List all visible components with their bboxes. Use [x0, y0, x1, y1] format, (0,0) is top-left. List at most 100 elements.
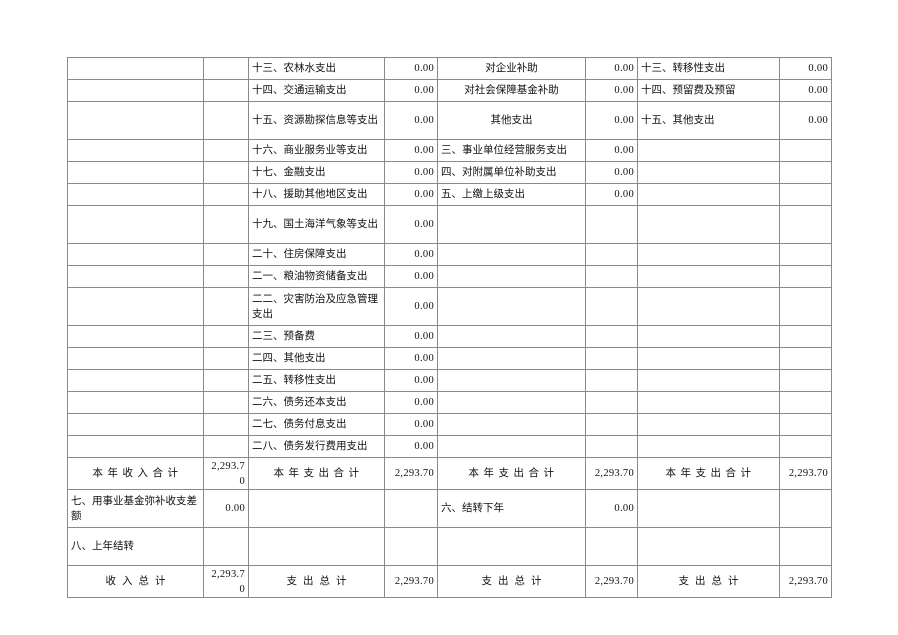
row-1-func-label: 十四、预留费及预留 — [637, 79, 780, 102]
row-1-expenditure-label: 十四、交通运输支出 — [248, 79, 385, 102]
row-12-econ-label — [437, 369, 586, 392]
row-8-econ-amount — [585, 265, 638, 288]
row-10-income-label — [67, 325, 204, 348]
row-4-expenditure-label: 十七、金融支出 — [248, 161, 385, 184]
row-11-func-amount — [779, 347, 832, 370]
row-4-income-amount — [203, 161, 249, 184]
row-13-expenditure-label: 二六、债务还本支出 — [248, 391, 385, 414]
current-year-total-econ-label-text: 本年支出合计 — [468, 468, 559, 479]
row-3-expenditure-amount: 0.00 — [384, 139, 438, 162]
row-12-expenditure-label: 二五、转移性支出 — [248, 369, 385, 392]
table-row: 十四、交通运输支出 0.00 对社会保障基金补助 0.00 十四、预留费及预留 0.00 — [67, 79, 832, 102]
grand-total-expenditure-amount: 2,293.70 — [384, 565, 438, 598]
table-row: 二八、债务发行费用支出 0.00 — [67, 435, 832, 458]
row-14-econ-label — [437, 413, 586, 436]
row-8-econ-label — [437, 265, 586, 288]
row-9-func-label — [637, 287, 780, 326]
table-row: 十九、国土海洋气象等支出 0.00 — [67, 205, 832, 244]
row-2-econ-label: 其他支出 — [437, 101, 586, 140]
current-year-total-func-amount: 2,293.70 — [779, 457, 832, 490]
prior-year-carryover-row-econ-amount — [585, 527, 638, 566]
row-5-expenditure-amount: 0.00 — [384, 183, 438, 206]
row-2-income-label — [67, 101, 204, 140]
row-4-func-amount — [779, 161, 832, 184]
row-8-income-amount — [203, 265, 249, 288]
row-6-expenditure-amount: 0.00 — [384, 205, 438, 244]
row-0-expenditure-amount: 0.00 — [384, 57, 438, 80]
row-11-econ-amount — [585, 347, 638, 370]
row-13-income-amount — [203, 391, 249, 414]
row-10-econ-amount — [585, 325, 638, 348]
row-7-income-amount — [203, 243, 249, 266]
row-5-income-amount — [203, 183, 249, 206]
fund-offset-row-econ-amount: 0.00 — [585, 489, 638, 528]
row-0-func-label: 十三、转移性支出 — [637, 57, 780, 80]
row-0-income-label — [67, 57, 204, 80]
fund-offset-row-income-label: 七、用事业基金弥补收支差额 — [67, 489, 204, 528]
fund-offset-row-func-label — [637, 489, 780, 528]
grand-total-income-label-text: 收入总计 — [105, 576, 172, 587]
row-15-econ-label — [437, 435, 586, 458]
current-year-total-func-label: 本年支出合计 — [637, 457, 780, 490]
row-4-func-label — [637, 161, 780, 184]
row-7-econ-label — [437, 243, 586, 266]
row-10-func-amount — [779, 325, 832, 348]
row-15-expenditure-label: 二八、债务发行费用支出 — [248, 435, 385, 458]
row-8-expenditure-amount: 0.00 — [384, 265, 438, 288]
row-12-expenditure-amount: 0.00 — [384, 369, 438, 392]
row-9-income-amount — [203, 287, 249, 326]
row-8-income-label — [67, 265, 204, 288]
row-5-func-label — [637, 183, 780, 206]
table-row: 二五、转移性支出 0.00 — [67, 369, 832, 392]
row-4-econ-amount: 0.00 — [585, 161, 638, 184]
summary-row-current-year-total: 本年收入合计 2,293.70 本年支出合计 2,293.70 本年支出合计 2,293.… — [67, 457, 832, 490]
table-row: 十六、商业服务业等支出 0.00 三、事业单位经营服务支出 0.00 — [67, 139, 832, 162]
row-8-func-label — [637, 265, 780, 288]
row-15-func-amount — [779, 435, 832, 458]
prior-year-carryover-row-income-label: 八、上年结转 — [67, 527, 204, 566]
prior-year-carryover-row-income-amount — [203, 527, 249, 566]
row-8-func-amount — [779, 265, 832, 288]
row-6-econ-amount — [585, 205, 638, 244]
row-2-func-amount: 0.00 — [779, 101, 832, 140]
row-6-econ-label — [437, 205, 586, 244]
row-0-func-amount: 0.00 — [779, 57, 832, 80]
row-1-expenditure-amount: 0.00 — [384, 79, 438, 102]
row-0-expenditure-label: 十三、农林水支出 — [248, 57, 385, 80]
prior-year-carryover-row-econ-label — [437, 527, 586, 566]
row-6-func-amount — [779, 205, 832, 244]
table-row: 十五、资源勘探信息等支出 0.00 其他支出 0.00 十五、其他支出 0.00 — [67, 101, 832, 140]
summary-row-fund-offset-row: 七、用事业基金弥补收支差额 0.00 六、结转下年 0.00 — [67, 489, 832, 528]
row-3-func-amount — [779, 139, 832, 162]
fund-offset-row-income-amount: 0.00 — [203, 489, 249, 528]
row-2-expenditure-label: 十五、资源勘探信息等支出 — [248, 101, 385, 140]
row-5-expenditure-label: 十八、援助其他地区支出 — [248, 183, 385, 206]
grand-total-econ-label: 支出总计 — [437, 565, 586, 598]
row-7-expenditure-amount: 0.00 — [384, 243, 438, 266]
row-9-econ-label — [437, 287, 586, 326]
row-12-income-amount — [203, 369, 249, 392]
grand-total-func-amount: 2,293.70 — [779, 565, 832, 598]
row-10-func-label — [637, 325, 780, 348]
row-6-func-label — [637, 205, 780, 244]
row-14-income-label — [67, 413, 204, 436]
row-3-econ-amount: 0.00 — [585, 139, 638, 162]
row-15-expenditure-amount: 0.00 — [384, 435, 438, 458]
row-14-func-amount — [779, 413, 832, 436]
table-row: 二四、其他支出 0.00 — [67, 347, 832, 370]
row-7-func-amount — [779, 243, 832, 266]
row-5-income-label — [67, 183, 204, 206]
row-12-econ-amount — [585, 369, 638, 392]
row-1-income-label — [67, 79, 204, 102]
row-3-income-label — [67, 139, 204, 162]
row-13-expenditure-amount: 0.00 — [384, 391, 438, 414]
row-14-expenditure-label: 二七、债务付息支出 — [248, 413, 385, 436]
table-row: 二一、粮油物资储备支出 0.00 — [67, 265, 832, 288]
row-7-income-label — [67, 243, 204, 266]
row-9-income-label — [67, 287, 204, 326]
fund-offset-row-econ-label: 六、结转下年 — [437, 489, 586, 528]
row-9-expenditure-amount: 0.00 — [384, 287, 438, 326]
row-1-func-amount: 0.00 — [779, 79, 832, 102]
row-6-income-label — [67, 205, 204, 244]
row-14-expenditure-amount: 0.00 — [384, 413, 438, 436]
